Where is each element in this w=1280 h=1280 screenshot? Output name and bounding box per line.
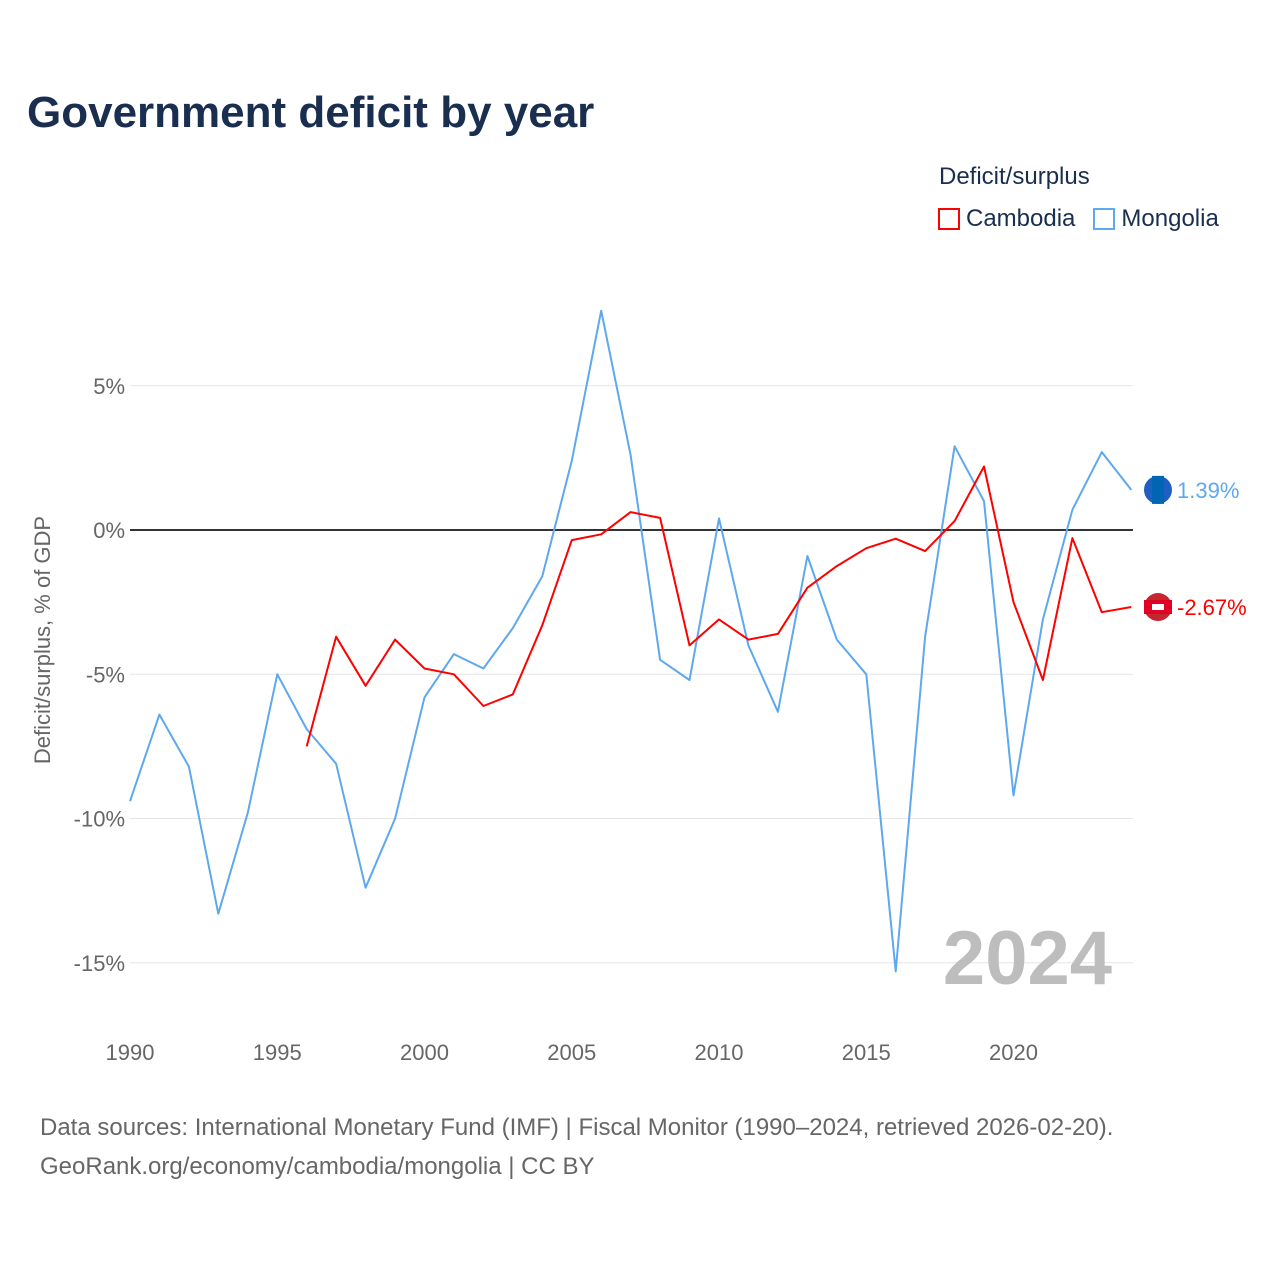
source-line-2: GeoRank.org/economy/cambodia/mongolia | …: [40, 1153, 595, 1180]
series-line-cambodia: [305, 465, 1132, 747]
legend: Cambodia Mongolia: [938, 205, 1219, 233]
legend-swatch-cambodia: [938, 208, 960, 230]
legend-item-cambodia[interactable]: Cambodia: [938, 205, 1075, 233]
source-line-1: Data sources: International Monetary Fun…: [40, 1114, 1114, 1141]
x-tick-label: 2005: [547, 1040, 596, 1065]
x-tick-label: 1990: [106, 1040, 155, 1065]
cambodia-flag-icon: [1144, 593, 1172, 622]
y-tick-label: -15%: [74, 951, 125, 976]
flag-stripe: [1152, 475, 1164, 504]
end-value-label: -2.67%: [1177, 595, 1247, 620]
end-value-label: 1.39%: [1177, 478, 1239, 503]
x-tick-label: 1995: [253, 1040, 302, 1065]
y-tick-label: 0%: [93, 518, 125, 543]
x-tick-label: 2015: [842, 1040, 891, 1065]
legend-label: Mongolia: [1121, 205, 1219, 232]
x-tick-label: 2010: [695, 1040, 744, 1065]
chart-title: Government deficit by year: [27, 88, 595, 137]
x-tick-label: 2020: [989, 1040, 1038, 1065]
x-tick-label: 2000: [400, 1040, 449, 1065]
flag-temple: [1152, 604, 1164, 611]
source-note: Data sources: International Monetary Fun…: [40, 1108, 1113, 1186]
y-tick-label: 5%: [93, 374, 125, 399]
y-tick-label: -10%: [74, 807, 125, 832]
y-tick-label: -5%: [86, 662, 125, 687]
mongolia-flag-icon: [1144, 475, 1172, 504]
series-line-mongolia: [129, 309, 1133, 973]
legend-item-mongolia[interactable]: Mongolia: [1093, 205, 1219, 233]
legend-label: Cambodia: [966, 205, 1076, 232]
y-axis-label: Deficit/surplus, % of GDP: [30, 516, 55, 764]
year-watermark: 2024: [943, 916, 1112, 1001]
legend-title: Deficit/surplus: [939, 163, 1090, 190]
legend-swatch-mongolia: [1093, 208, 1116, 230]
